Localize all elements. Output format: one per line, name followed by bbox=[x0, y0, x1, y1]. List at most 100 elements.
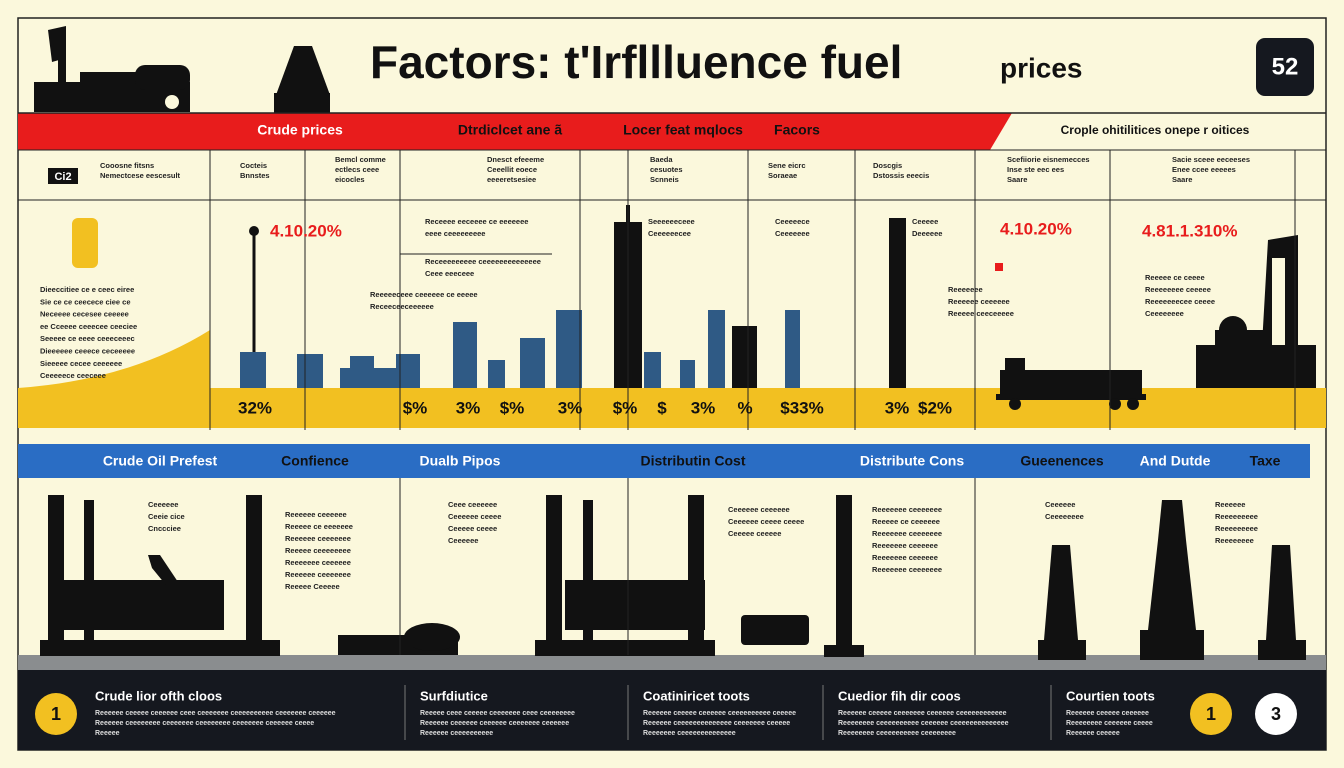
percent-label: 3% bbox=[558, 398, 583, 417]
chart-note: Ceeeeece ceeceee bbox=[40, 371, 106, 380]
chart-note: Ceeeeece bbox=[775, 217, 810, 226]
lower-note: Ceeeeee bbox=[1045, 500, 1075, 509]
column-header: Saare bbox=[1172, 175, 1192, 184]
lower-note: Ceeeeee ceeee ceeee bbox=[728, 517, 804, 526]
icon-box bbox=[48, 168, 78, 184]
chart-note: Receeeeeeeee ceeeeeeeeeeeeee bbox=[425, 257, 541, 266]
lower-note: Reeeeeeeee bbox=[1215, 512, 1258, 521]
blue-band-label: And Dutde bbox=[1140, 453, 1211, 469]
percent-label: $2% bbox=[918, 398, 952, 417]
footer-number: 1 bbox=[51, 704, 61, 724]
footer-text: Reeeeee ceeeeeeeeeeeeee ceeeeeee ceeeee bbox=[643, 720, 790, 727]
blue-band-label: Dualb Pipos bbox=[420, 453, 501, 469]
column-header: Nemectcese eescesult bbox=[100, 171, 181, 180]
lower-note: Reeeee ce eeeeeee bbox=[285, 522, 353, 531]
footer-text: Reeeeee ceeeeeeee ceeeeeee ceeeeeeee cee… bbox=[95, 720, 314, 727]
chart-note: Deeeeee bbox=[912, 229, 942, 238]
column-header: Inse ste eec ees bbox=[1007, 165, 1064, 174]
callout-value: 4.10.20% bbox=[1000, 219, 1072, 238]
lower-silhouettes bbox=[18, 495, 1326, 670]
lower-note: Ceeeee ceeeee bbox=[728, 529, 781, 538]
lower-note: Reeeeee ceeeeee bbox=[285, 510, 347, 519]
footer-title: Crude lior ofth cloos bbox=[95, 688, 222, 703]
percent-label: $% bbox=[500, 398, 525, 417]
chart-note: Reeeeeeee ceeeee bbox=[1145, 285, 1211, 294]
column-header: eeeeretsesiee bbox=[487, 175, 536, 184]
chart-note: Seeeeeeceee bbox=[648, 217, 695, 226]
red-band-label: Crude prices bbox=[257, 122, 343, 138]
lower-note: Ceeeeeeee bbox=[1045, 512, 1084, 521]
column-header: eicocles bbox=[335, 175, 365, 184]
chart-note: Reeeeeee bbox=[948, 285, 983, 294]
footer-text: Reeeeee ceeeee ceeeeee ceeeeeeeeee ceeee… bbox=[643, 710, 796, 717]
footer-text: Reeeeee ceeeeeeeeee bbox=[420, 730, 493, 737]
red-band bbox=[18, 113, 1012, 150]
chart-note: Ceeeeeecee bbox=[648, 229, 691, 238]
footer-text: Reeeeee ceeeee ceeeeee ceee ceeeeeee cee… bbox=[95, 710, 336, 717]
chart-note: Reeeeee ceeeeee bbox=[948, 297, 1010, 306]
lower-note: Cnccciee bbox=[148, 524, 181, 533]
column-header: Sene eicrc bbox=[768, 161, 806, 170]
blue-band-label: Crude Oil Prefest bbox=[103, 453, 218, 469]
percent-label: % bbox=[737, 398, 752, 417]
lower-note: Ceeeeee bbox=[148, 500, 178, 509]
lower-note: Ceeeeee bbox=[448, 536, 478, 545]
lower-note: Reeeeeeee bbox=[1215, 536, 1254, 545]
chart-note: Ceeeeeee bbox=[775, 229, 810, 238]
red-band-label: Facors bbox=[774, 122, 820, 138]
footer-title: Surfdiutice bbox=[420, 688, 488, 703]
percent-label: 3% bbox=[456, 398, 481, 417]
column-header: ectlecs ceee bbox=[335, 165, 379, 174]
blue-band-label: Distributin Cost bbox=[641, 453, 746, 469]
blue-band-label: Taxe bbox=[1250, 453, 1281, 469]
lower-note: Reeeeeee ceeeeee bbox=[285, 558, 351, 567]
column-header: Scnneis bbox=[650, 175, 679, 184]
lower-note: Ceee ceeeeee bbox=[448, 500, 497, 509]
dynamic-content: Crude prices Dtrdiclcet ane ã Locer feat m… bbox=[35, 122, 1297, 740]
lower-note: Reeeee ceeeeeeee bbox=[285, 546, 351, 555]
footer-badge-circle bbox=[1255, 693, 1297, 735]
column-header: Soraeae bbox=[768, 171, 797, 180]
lower-note: Ceeeeee ceeeeee bbox=[728, 505, 790, 514]
column-header: Sacie sceee eeceeses bbox=[1172, 155, 1250, 164]
lower-note: Reeeee ce ceeeeee bbox=[872, 517, 940, 526]
footer-text: Reeeeeeee ceeeeeeeeee ceeeeeeee bbox=[838, 730, 956, 737]
percent-label: $ bbox=[657, 398, 667, 417]
footer-text: Reeeee ceee ceeeee ceeeeeee ceee ceeeeee… bbox=[420, 710, 575, 717]
column-header: Cocteis bbox=[240, 161, 267, 170]
lower-note: Reeeeeee ceeeeeee bbox=[872, 529, 942, 538]
percent-label: $% bbox=[403, 398, 428, 417]
column-header: Bemcl comme bbox=[335, 155, 386, 164]
lower-note: Ceeeeee ceeee bbox=[448, 512, 501, 521]
chart-note: Dieeeeee ceeece ceceeeee bbox=[40, 346, 135, 355]
chart-note: Receeee eeceeee ce eeeeeee bbox=[425, 217, 528, 226]
percent-label: $33% bbox=[780, 398, 823, 417]
callout-value: 4.81.1.310% bbox=[1142, 221, 1237, 240]
lower-note: Reeeeeeeee bbox=[1215, 524, 1258, 533]
chart-note: Ceee eeeceee bbox=[425, 269, 474, 278]
chart-silhouettes bbox=[18, 205, 1326, 428]
lower-note: Reeeeee ceeeeeee bbox=[285, 570, 351, 579]
lower-note: Reeeeee bbox=[1215, 500, 1245, 509]
chart-note: Seeeee ce eeee ceeeceeec bbox=[40, 334, 135, 343]
column-header: Baeda bbox=[650, 155, 673, 164]
column-header: Ci2 bbox=[54, 171, 71, 183]
column-header: Doscgis bbox=[873, 161, 902, 170]
chart-note: Receeceeceeeeee bbox=[370, 302, 434, 311]
lower-note: Reeeee Ceeeee bbox=[285, 582, 340, 591]
chart-note: Reeeee ce ceeee bbox=[1145, 273, 1205, 282]
column-header: Dnesct efeeeme bbox=[487, 155, 544, 164]
column-header: Dstossis eeecis bbox=[873, 171, 929, 180]
footer-band bbox=[18, 670, 1326, 750]
chart-note: Reeeeeceee ceeeeee ce eeeee bbox=[370, 290, 478, 299]
badge-box bbox=[1256, 38, 1314, 96]
footer-text: Reeeeeee ceeeeeeeeeeeeee bbox=[643, 730, 736, 737]
footer-text: Reeeeeeee ceeeeee ceeee bbox=[1066, 720, 1153, 727]
footer-text: Reeeeee ceeeee ceeeeeee ceeeeee ceeeeeee… bbox=[838, 710, 1007, 717]
lower-note: Reeeeeee ceeeeeee bbox=[872, 505, 942, 514]
column-header: Cooosne fitsns bbox=[100, 161, 154, 170]
footer-badge: 1 bbox=[1206, 704, 1216, 724]
chart-note: Reeeeeeecee ceeee bbox=[1145, 297, 1215, 306]
percent-label: 3% bbox=[885, 398, 910, 417]
